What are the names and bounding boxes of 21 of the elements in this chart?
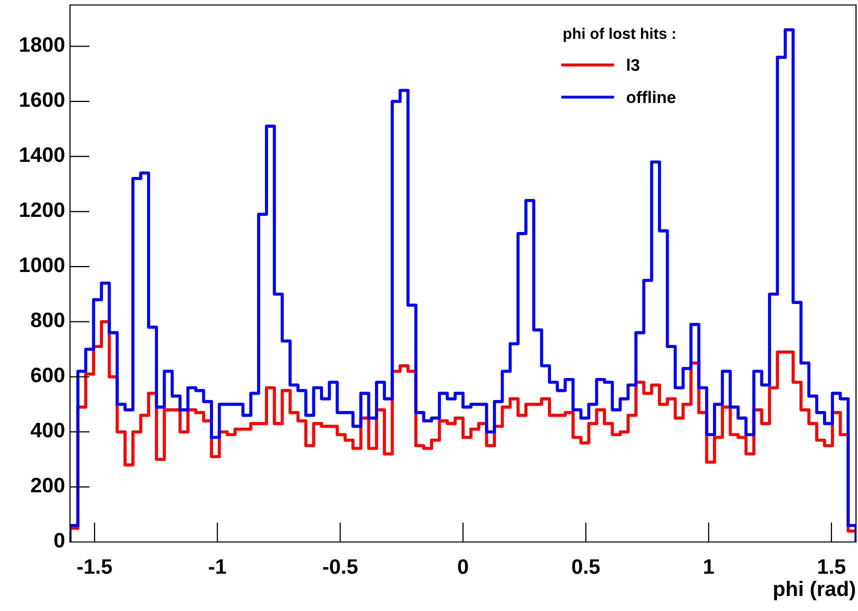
x-tick-label: -1 (208, 559, 226, 574)
x-tick-label: -0.5 (323, 559, 358, 574)
x-tick-label: 1 (704, 559, 714, 574)
x-tick-label: 0 (458, 559, 468, 574)
x-axis-title: phi (rad) (774, 580, 855, 600)
x-tick-label: 0.5 (572, 559, 600, 574)
y-tick-label: 1600 (20, 92, 64, 107)
y-tick-label: 1800 (20, 37, 64, 52)
y-tick-label: 800 (31, 312, 64, 328)
y-tick-label: 200 (31, 478, 64, 493)
x-tick-label: -1.5 (77, 559, 112, 574)
legend-label: offline (626, 90, 676, 104)
y-tick-label: 1200 (20, 202, 64, 218)
y-tick-label: 0 (54, 532, 64, 548)
legend-title: phi of lost hits : (564, 28, 675, 42)
y-tick-label: 1000 (20, 257, 64, 272)
legend-label: l3 (627, 58, 640, 71)
x-tick-label: 1.5 (818, 559, 846, 574)
y-tick-label: 1400 (20, 147, 64, 162)
y-tick-label: 400 (30, 422, 64, 438)
y-tick-label: 600 (31, 368, 64, 382)
